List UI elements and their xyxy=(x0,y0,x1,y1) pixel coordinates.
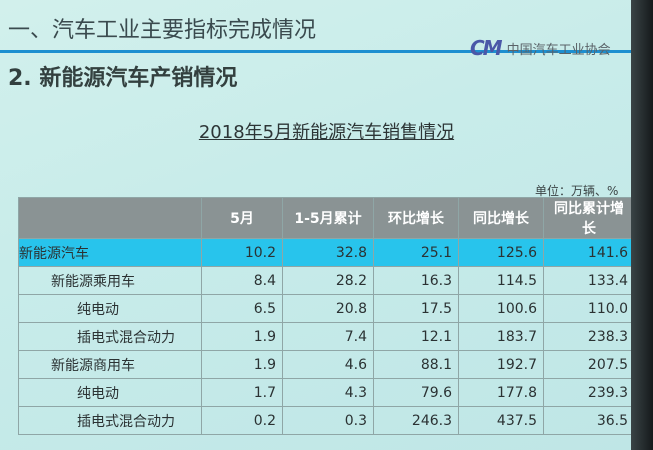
screen-edge xyxy=(631,0,653,450)
table-cell: 238.3 xyxy=(543,322,635,351)
table-row: 插电式混合动力 0.2 0.3 246.3 437.5 36.5 xyxy=(18,406,635,435)
table-cell: 25.1 xyxy=(373,238,459,267)
table-cell: 79.6 xyxy=(373,378,459,407)
table-cell: 88.1 xyxy=(373,350,459,379)
logo-mark: CM xyxy=(470,36,503,60)
table-cell: 6.5 xyxy=(201,294,283,323)
table-cell: 1.9 xyxy=(201,350,283,379)
table-cell: 114.5 xyxy=(458,266,544,295)
table-cell: 1.7 xyxy=(201,378,283,407)
data-table: 5月 1-5月累计 环比增长 同比增长 同比累计增长 新能源汽车 10.2 32.8 25.1… xyxy=(18,197,635,435)
table-cell: 36.5 xyxy=(543,406,635,435)
table-cell: 17.5 xyxy=(373,294,459,323)
column-header: 5月 xyxy=(201,197,283,239)
table-cell: 1.9 xyxy=(201,322,283,351)
table-row: 插电式混合动力 1.9 7.4 12.1 183.7 238.3 xyxy=(18,322,635,351)
table-row: 纯电动 1.7 4.3 79.6 177.8 239.3 xyxy=(18,378,635,407)
column-header: 1-5月累计 xyxy=(282,197,374,239)
row-label: 纯电动 xyxy=(18,378,202,407)
table-cell: 133.4 xyxy=(543,266,635,295)
divider xyxy=(0,50,640,53)
table-cell: 8.4 xyxy=(201,266,283,295)
row-label: 纯电动 xyxy=(18,294,202,323)
subsection-title: 2. 新能源汽车产销情况 xyxy=(8,66,238,91)
table-row: 纯电动 6.5 20.8 17.5 100.6 110.0 xyxy=(18,294,635,323)
table-title: 2018年5月新能源汽车销售情况 xyxy=(198,122,455,143)
table-cell: 192.7 xyxy=(458,350,544,379)
column-header xyxy=(18,197,202,239)
table-row: 新能源乘用车 8.4 28.2 16.3 114.5 133.4 xyxy=(18,266,635,295)
table-cell: 16.3 xyxy=(373,266,459,295)
row-label: 插电式混合动力 xyxy=(18,322,202,351)
row-label: 插电式混合动力 xyxy=(18,406,202,435)
column-header: 同比增长 xyxy=(458,197,544,239)
table-cell: 239.3 xyxy=(543,378,635,407)
unit-label: 单位：万辆、% xyxy=(535,184,619,198)
row-label: 新能源汽车 xyxy=(18,238,202,267)
table-cell: 246.3 xyxy=(373,406,459,435)
logo: CM 中国汽车工业协会 xyxy=(470,36,611,60)
table-cell: 207.5 xyxy=(543,350,635,379)
table-row: 新能源汽车 10.2 32.8 25.1 125.6 141.6 xyxy=(18,238,635,267)
table-cell: 110.0 xyxy=(543,294,635,323)
table-cell: 10.2 xyxy=(201,238,283,267)
table-cell: 125.6 xyxy=(458,238,544,267)
table-cell: 12.1 xyxy=(373,322,459,351)
table-row: 新能源商用车 1.9 4.6 88.1 192.7 207.5 xyxy=(18,350,635,379)
table-cell: 28.2 xyxy=(282,266,374,295)
table-cell: 100.6 xyxy=(458,294,544,323)
table-cell: 20.8 xyxy=(282,294,374,323)
table-cell: 177.8 xyxy=(458,378,544,407)
table-cell: 183.7 xyxy=(458,322,544,351)
row-label: 新能源商用车 xyxy=(18,350,202,379)
column-header: 同比累计增长 xyxy=(543,197,635,239)
table-cell: 437.5 xyxy=(458,406,544,435)
table-cell: 7.4 xyxy=(282,322,374,351)
table-cell: 0.3 xyxy=(282,406,374,435)
section-title: 一、汽车工业主要指标完成情况 xyxy=(8,18,317,43)
table-cell: 4.6 xyxy=(282,350,374,379)
table-cell: 141.6 xyxy=(543,238,635,267)
header-row: 5月 1-5月累计 环比增长 同比增长 同比累计增长 xyxy=(18,197,635,239)
table-cell: 4.3 xyxy=(282,378,374,407)
row-label: 新能源乘用车 xyxy=(18,266,202,295)
table-cell: 32.8 xyxy=(282,238,374,267)
table-cell: 0.2 xyxy=(201,406,283,435)
column-header: 环比增长 xyxy=(373,197,459,239)
logo-text: 中国汽车工业协会 xyxy=(506,42,611,58)
